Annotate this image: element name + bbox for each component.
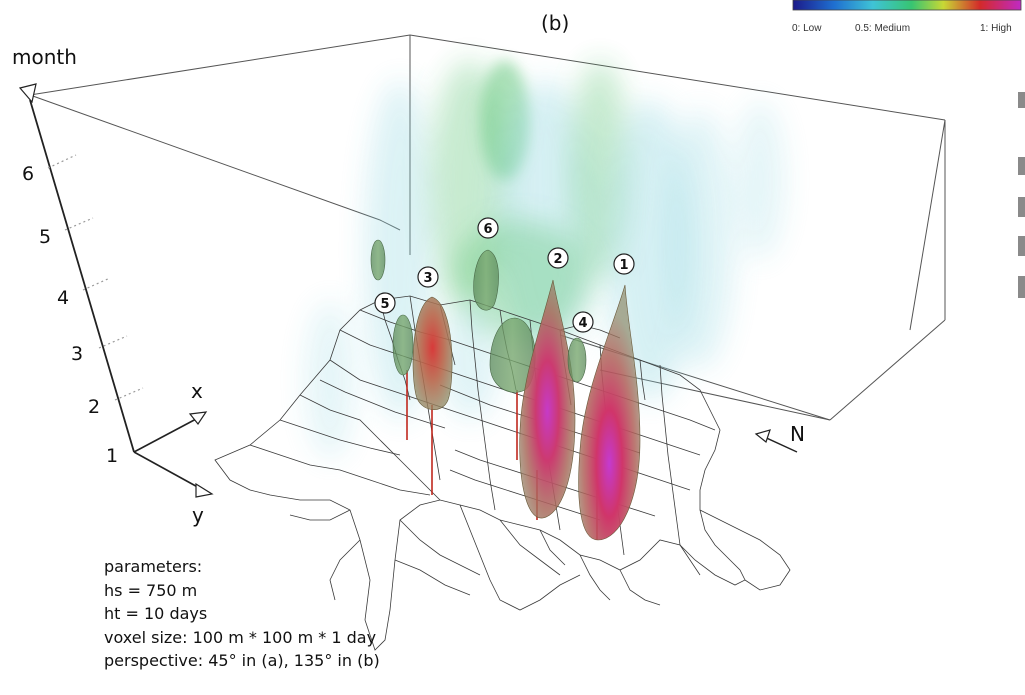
hotspot-blob (568, 338, 586, 382)
right-edge-marks (1018, 92, 1025, 298)
parameters-title: parameters: (104, 555, 380, 579)
colorbar-low-label: 0: Low (792, 23, 822, 34)
time-axis-title: month (12, 45, 77, 69)
parameter-hs: hs = 750 m (104, 579, 380, 603)
x-axis-arrow-icon (190, 412, 206, 424)
time-tick-1: 1 (106, 445, 118, 467)
hotspot-blob (371, 240, 385, 280)
colorbar-gradient (793, 0, 1021, 10)
time-axis-arrow-icon (20, 84, 36, 102)
time-axis: month 6 5 4 3 2 1 (12, 45, 143, 467)
hotspot-marker-2-label: 2 (553, 252, 562, 267)
hotspot-blob (393, 315, 413, 375)
hotspot-marker-5: 5 (375, 293, 395, 313)
time-tick-5: 5 (39, 226, 51, 248)
time-tick-3: 3 (71, 343, 83, 365)
colorbar-high-label: 1: High (980, 23, 1012, 34)
hotspot-marker-5-label: 5 (380, 297, 389, 312)
y-axis-arrow-icon (196, 484, 212, 497)
north-label: N (790, 422, 805, 446)
hotspot-marker-2: 2 (548, 248, 568, 268)
ground-axes: x y (134, 379, 212, 527)
time-tick-2: 2 (88, 396, 100, 418)
hotspot-marker-4-label: 4 (578, 316, 587, 331)
hotspot-marker-3: 3 (418, 267, 438, 287)
panel-label: (b) (541, 11, 569, 35)
north-arrow: N (756, 422, 805, 452)
hotspot-marker-6-label: 6 (483, 222, 492, 237)
parameters-note: parameters: hs = 750 m ht = 10 days voxe… (104, 555, 380, 673)
time-tick-6: 6 (22, 163, 34, 185)
hotspot-marker-1: 1 (614, 254, 634, 274)
colorbar-medium-label: 0.5: Medium (855, 23, 910, 34)
north-arrow-icon (756, 430, 770, 442)
time-tick-4: 4 (57, 287, 69, 309)
y-axis-label: y (192, 503, 204, 527)
hotspot-marker-1-label: 1 (619, 258, 628, 273)
hotspot-marker-3-label: 3 (423, 271, 432, 286)
time-tick-guides (48, 155, 143, 400)
parameter-voxel-size: voxel size: 100 m * 100 m * 1 day (104, 626, 380, 650)
parameter-ht: ht = 10 days (104, 602, 380, 626)
hotspot-marker-6: 6 (478, 218, 498, 238)
x-axis-label: x (191, 379, 203, 403)
parameter-perspective: perspective: 45° in (a), 135° in (b) (104, 649, 380, 673)
colorbar: 0: Low 0.5: Medium 1: High (792, 0, 1021, 34)
hotspot-marker-4: 4 (573, 312, 593, 332)
